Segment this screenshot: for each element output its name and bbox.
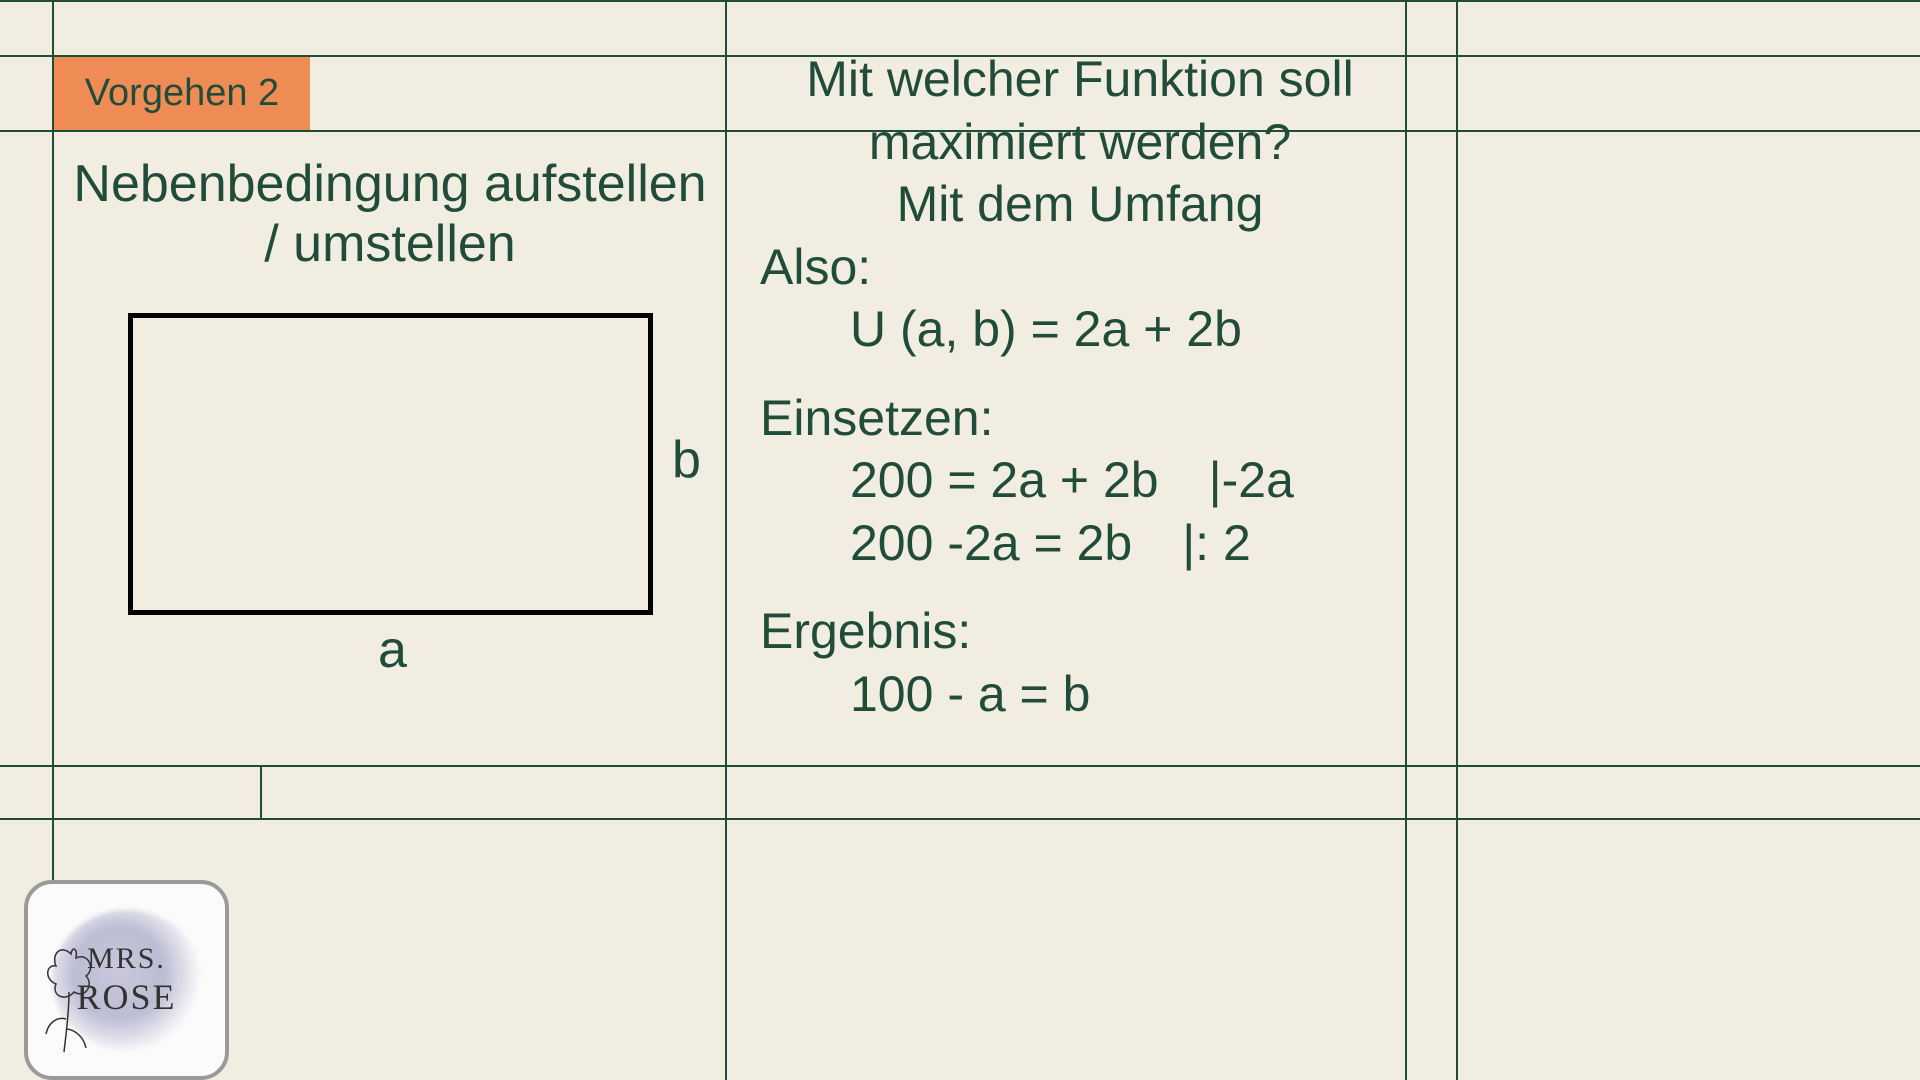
step-2: 200 -2a = 2b |: 2 <box>760 512 1400 575</box>
step-1-eq: 200 = 2a + 2b <box>850 449 1159 512</box>
step-2-eq: 200 -2a = 2b <box>850 512 1132 575</box>
grid-h-4 <box>0 818 1920 820</box>
formula-u: U (a, b) = 2a + 2b <box>760 298 1400 361</box>
logo-line2: ROSE <box>76 976 176 1018</box>
ergebnis-label: Ergebnis: <box>760 600 1400 663</box>
step-2-op: |: 2 <box>1182 512 1251 575</box>
rectangle-figure <box>128 313 653 615</box>
left-heading-line1: Nebenbedingung aufstellen <box>60 155 720 215</box>
step-1-op: |-2a <box>1209 449 1294 512</box>
step-1: 200 = 2a + 2b |-2a <box>760 449 1400 512</box>
grid-h-0 <box>0 0 1920 2</box>
question-line2: maximiert werden? <box>760 111 1400 174</box>
label-b: b <box>672 430 701 490</box>
logo-line1: MRS. <box>76 942 176 976</box>
einsetzen-label: Einsetzen: <box>760 387 1400 450</box>
left-heading: Nebenbedingung aufstellen / umstellen <box>60 155 720 275</box>
label-a: a <box>378 620 407 680</box>
logo-badge: MRS. ROSE <box>24 880 229 1080</box>
result-line: 100 - a = b <box>760 663 1400 726</box>
grid-h-3 <box>0 765 1920 767</box>
step-badge-text: Vorgehen 2 <box>85 72 279 115</box>
answer-line: Mit dem Umfang <box>760 173 1400 236</box>
logo-text: MRS. ROSE <box>76 942 176 1018</box>
also-label: Also: <box>760 236 1400 299</box>
right-column: Mit welcher Funktion soll maximiert werd… <box>760 48 1400 725</box>
step-badge: Vorgehen 2 <box>54 57 310 130</box>
grid-v-4 <box>1456 0 1458 1080</box>
grid-v-1 <box>260 765 262 820</box>
grid-v-3 <box>1405 0 1407 1080</box>
grid-v-2 <box>725 0 727 1080</box>
left-heading-line2: / umstellen <box>60 215 720 275</box>
question-line1: Mit welcher Funktion soll <box>760 48 1400 111</box>
